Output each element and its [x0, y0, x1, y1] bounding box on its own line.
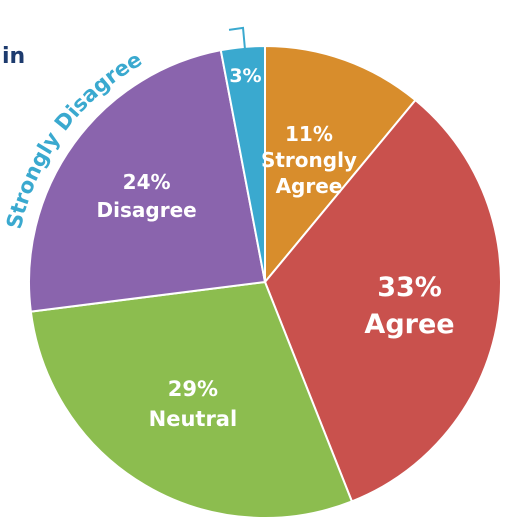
pie-slice-strongly-agree [264, 44, 417, 285]
pie-slice-agree [263, 98, 502, 503]
slice-label-line: 24% [123, 170, 171, 194]
pie-slice-neutral [29, 280, 354, 519]
pie-slice-strongly-disagree [219, 44, 266, 283]
cropped-title-fragment: in [2, 44, 26, 69]
slice-label-line: Agree [364, 309, 454, 340]
slice-label-line: 29% [168, 377, 218, 401]
slice-label-line: Disagree [97, 198, 197, 222]
slice-label-neutral: 29% Neutral [149, 377, 238, 431]
slice-label-line: 33% [377, 272, 442, 303]
slice-label-line: 3% [229, 65, 261, 87]
slice-label-agree: 33% Agree [364, 272, 454, 340]
slice-label-strongly-disagree: 3% [229, 65, 261, 87]
slice-label-line: 11% [285, 122, 333, 146]
slice-label-line: Neutral [149, 407, 238, 431]
slice-label-line: Strongly [261, 148, 357, 172]
slice-label-line: Agree [276, 174, 343, 198]
callout-leader-line [228, 26, 247, 50]
pie-slice-disagree [28, 49, 267, 313]
slice-label-disagree: 24% Disagree [97, 170, 197, 222]
slice-label-strongly-agree: 11% Strongly Agree [261, 122, 357, 198]
